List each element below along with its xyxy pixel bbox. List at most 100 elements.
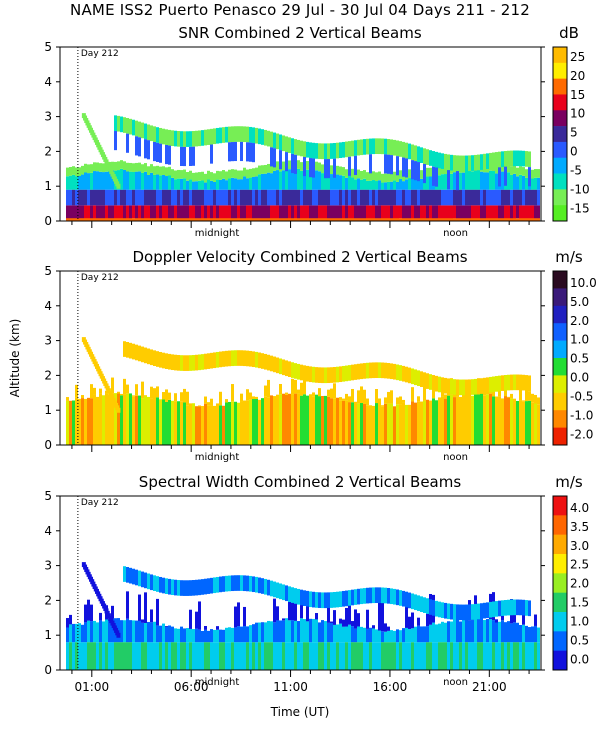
colorbar-label: 2.0 bbox=[570, 314, 589, 328]
x-tick-label: 11:00 bbox=[273, 680, 308, 694]
colorbar-label: 0 bbox=[570, 145, 578, 159]
x-tick-label: 06:00 bbox=[174, 680, 209, 694]
y-tick-label: 0 bbox=[44, 214, 52, 228]
colorbar-label: 2.0 bbox=[570, 577, 589, 591]
panel-2 bbox=[56, 270, 568, 452]
noon-marker: noon bbox=[443, 677, 468, 688]
data-field bbox=[66, 115, 540, 221]
colorbar-label: 0.0 bbox=[570, 652, 589, 666]
y-tick-label: 1 bbox=[44, 403, 52, 417]
descending-streak bbox=[81, 337, 121, 413]
colorbar-swatch bbox=[553, 173, 567, 190]
colorbar-label: 4.0 bbox=[570, 501, 589, 515]
panel-1 bbox=[56, 46, 568, 228]
colorbar-frame bbox=[552, 270, 568, 446]
colorbar-label: 2.5 bbox=[570, 558, 589, 572]
day-marker-label: Day 212 bbox=[81, 498, 119, 508]
colorbar-label: 25 bbox=[570, 50, 585, 64]
plot-frame bbox=[59, 270, 542, 446]
colorbar-label: -0.5 bbox=[570, 389, 593, 403]
panel-title: Spectral Width Combined 2 Vertical Beams bbox=[139, 473, 462, 491]
figure-title: NAME ISS2 Puerto Penasco 29 Jul - 30 Jul… bbox=[70, 1, 530, 19]
y-tick-label: 2 bbox=[44, 144, 52, 158]
colorbar-label: -5 bbox=[570, 163, 582, 177]
colorbar-swatch bbox=[553, 534, 567, 555]
day-marker-label: Day 212 bbox=[81, 49, 119, 59]
colorbar-label: -1.0 bbox=[570, 408, 593, 422]
colorbar-label: -10 bbox=[570, 182, 590, 196]
colorbar bbox=[552, 270, 568, 446]
y-tick-label: 2 bbox=[44, 593, 52, 607]
colorbar-swatch bbox=[553, 323, 567, 341]
y-tick-label: 3 bbox=[44, 559, 52, 573]
colorbar-frame bbox=[552, 495, 568, 671]
colorbar-label: 1.0 bbox=[570, 333, 589, 347]
colorbar bbox=[552, 46, 568, 222]
y-axis-label: Altitude (km) bbox=[8, 319, 22, 398]
colorbar-unit: m/s bbox=[555, 473, 583, 491]
plot-frame bbox=[59, 46, 542, 222]
x-tick-label: 01:00 bbox=[75, 680, 110, 694]
data-field bbox=[66, 341, 540, 445]
y-tick-label: 4 bbox=[44, 524, 52, 538]
x-axis-label: Time (UT) bbox=[270, 705, 330, 719]
colorbar-unit: dB bbox=[559, 24, 579, 42]
colorbar-label: 3.0 bbox=[570, 539, 589, 553]
colorbar-swatch bbox=[553, 392, 567, 411]
colorbar-label: 20 bbox=[570, 69, 585, 83]
y-tick-label: 4 bbox=[44, 75, 52, 89]
colorbar-label: 0.5 bbox=[570, 352, 589, 366]
y-tick-label: 0 bbox=[44, 663, 52, 677]
midnight-marker: midnight bbox=[195, 228, 240, 239]
x-tick-label: 21:00 bbox=[472, 680, 507, 694]
y-tick-label: 5 bbox=[44, 489, 52, 503]
colorbar-label: 0.5 bbox=[570, 633, 589, 647]
colorbar-swatch bbox=[553, 375, 567, 394]
y-tick-label: 3 bbox=[44, 334, 52, 348]
colorbar-label: 10.0 bbox=[570, 276, 597, 290]
colorbar-label: 3.5 bbox=[570, 520, 589, 534]
colorbar-label: 5 bbox=[570, 126, 578, 140]
colorbar-swatch bbox=[553, 515, 567, 535]
descending-streak bbox=[81, 562, 121, 638]
colorbar-label: 1.5 bbox=[570, 596, 589, 610]
colorbar-swatch bbox=[553, 650, 567, 671]
colorbar-label: 5.0 bbox=[570, 295, 589, 309]
colorbar-swatch bbox=[553, 496, 567, 516]
y-tick-label: 1 bbox=[44, 628, 52, 642]
y-tick-label: 2 bbox=[44, 368, 52, 382]
colorbar-label: 15 bbox=[570, 88, 585, 102]
midnight-marker: midnight bbox=[195, 677, 240, 688]
colorbar-frame bbox=[552, 46, 568, 222]
colorbar bbox=[552, 495, 568, 671]
colorbar-swatch bbox=[553, 141, 567, 159]
colorbar-swatch bbox=[553, 410, 567, 428]
colorbar-swatch bbox=[553, 554, 567, 574]
colorbar-swatch bbox=[553, 110, 567, 127]
colorbar-swatch bbox=[553, 631, 567, 651]
midnight-marker: midnight bbox=[195, 452, 240, 463]
colorbar-swatch bbox=[553, 358, 567, 376]
colorbar-swatch bbox=[553, 305, 567, 324]
y-tick-label: 5 bbox=[44, 40, 52, 54]
colorbar-swatch bbox=[553, 78, 567, 95]
y-tick-label: 4 bbox=[44, 299, 52, 313]
colorbar-swatch bbox=[553, 427, 567, 446]
colorbar-swatch bbox=[553, 205, 567, 222]
descending-streak bbox=[81, 113, 121, 189]
colorbar-swatch bbox=[553, 189, 567, 206]
noon-marker: noon bbox=[443, 228, 468, 239]
colorbar-unit: m/s bbox=[555, 248, 583, 266]
day-marker-label: Day 212 bbox=[81, 273, 119, 283]
panel-title: SNR Combined 2 Vertical Beams bbox=[178, 24, 421, 42]
colorbar-label: 0.0 bbox=[570, 371, 589, 385]
colorbar-swatch bbox=[553, 573, 567, 593]
colorbar-swatch bbox=[553, 47, 567, 64]
colorbar-label: -2.0 bbox=[570, 427, 593, 441]
noon-marker: noon bbox=[443, 452, 468, 463]
colorbar-swatch bbox=[553, 592, 567, 613]
colorbar-swatch bbox=[553, 288, 567, 307]
y-tick-label: 0 bbox=[44, 438, 52, 452]
x-tick-label: 16:00 bbox=[373, 680, 408, 694]
colorbar-swatch bbox=[553, 62, 567, 79]
